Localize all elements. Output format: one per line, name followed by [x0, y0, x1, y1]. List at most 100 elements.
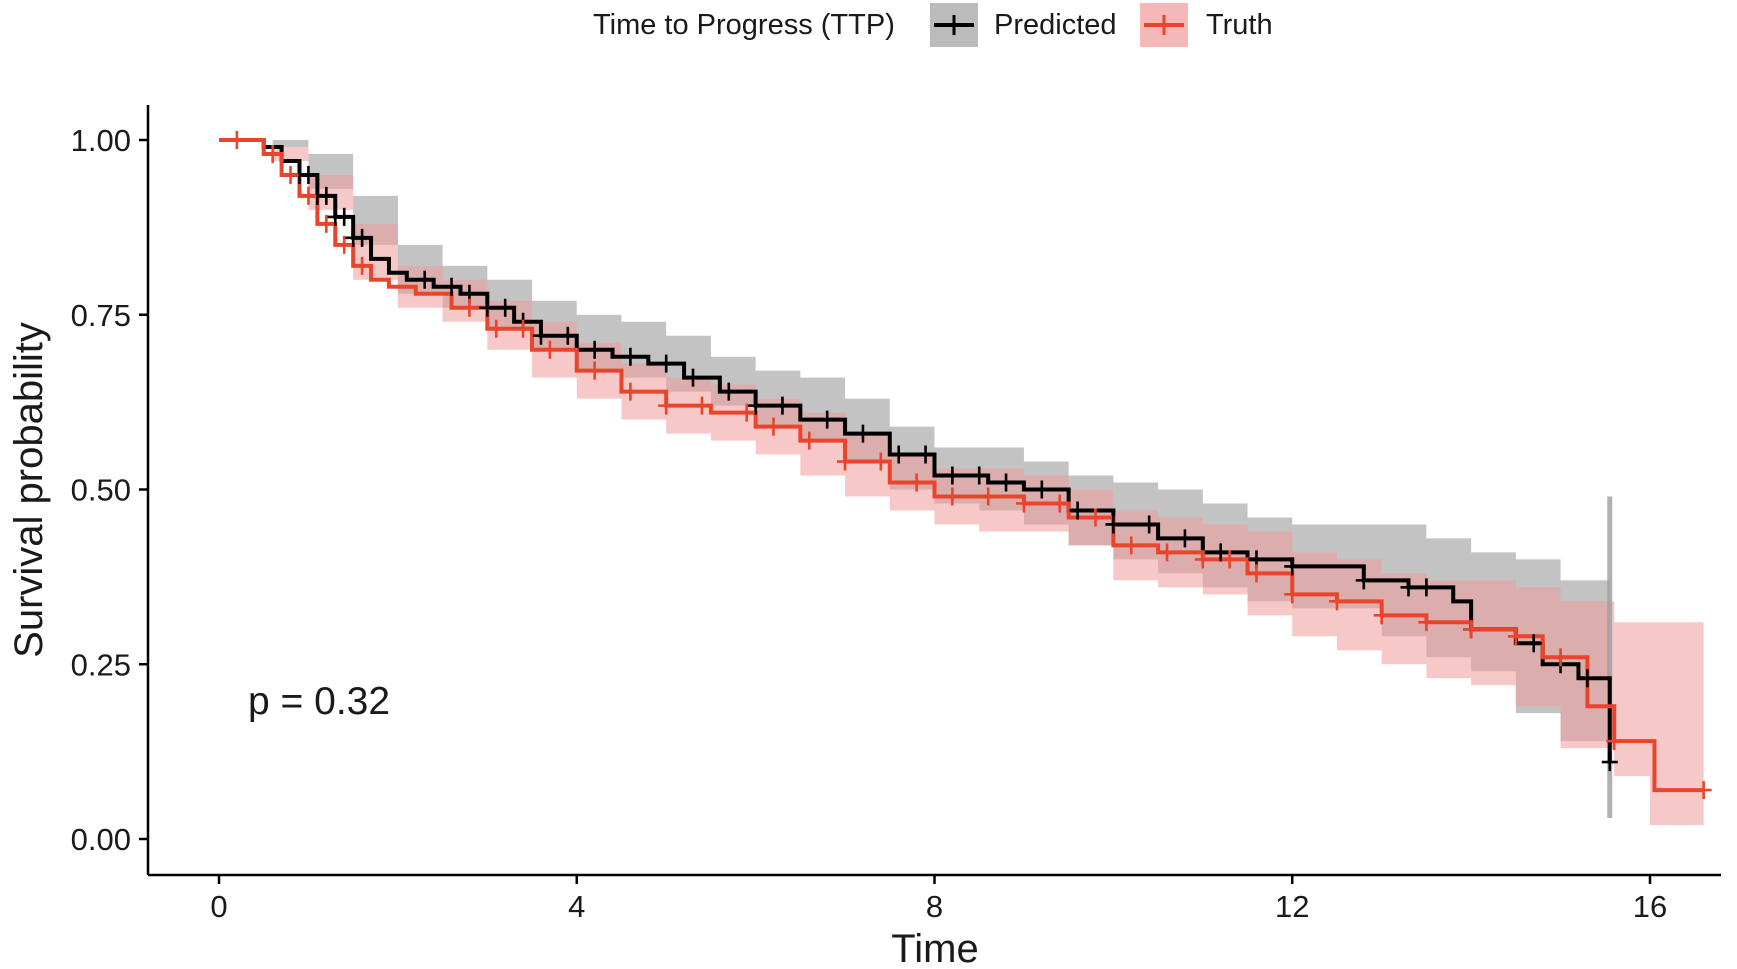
censor-mark-predicted — [854, 424, 871, 443]
censor-mark-truth — [515, 319, 532, 338]
censor-mark-truth — [1418, 613, 1435, 632]
censor-mark-predicted — [1418, 578, 1435, 597]
y-ticks: 0.00 0.25 0.50 0.75 1.00 — [71, 123, 148, 857]
censor-mark-truth — [1051, 494, 1068, 513]
censor-mark-truth — [1159, 543, 1176, 562]
x-tick-label: 4 — [568, 889, 585, 924]
censor-mark-truth — [1507, 627, 1524, 646]
censor-mark-truth — [1552, 648, 1569, 667]
censor-mark-predicted — [1033, 480, 1050, 499]
censor-mark-predicted — [971, 466, 988, 485]
censor-mark-truth — [1248, 564, 1265, 583]
censor-mark-truth — [264, 144, 281, 163]
censor-mark-predicted — [1105, 515, 1122, 534]
censor-mark-predicted — [336, 207, 353, 226]
censor-mark-truth — [738, 403, 755, 422]
x-ticks: 0 4 8 12 16 — [210, 875, 1667, 924]
censor-mark-truth — [488, 319, 505, 338]
legend-title: Time to Progress (TTP) — [593, 9, 895, 41]
confidence-bands — [219, 140, 1704, 826]
censor-mark-predicted — [622, 347, 639, 366]
censor-mark-truth — [461, 298, 478, 317]
censor-mark-predicted — [998, 473, 1015, 492]
censor-mark-truth — [908, 473, 925, 492]
censor-mark-truth — [541, 340, 558, 359]
censor-mark-truth — [1463, 620, 1480, 639]
censor-mark-predicted — [747, 396, 764, 415]
y-tick-label: 1.00 — [71, 123, 131, 158]
y-tick-label: 0.50 — [71, 473, 131, 508]
censor-mark-predicted — [1525, 634, 1542, 653]
censor-mark-truth — [658, 396, 675, 415]
censor-mark-predicted — [944, 466, 961, 485]
censor-mark-truth — [944, 487, 961, 506]
censor-mark-predicted — [354, 228, 371, 247]
censor-mark-truth — [1015, 494, 1032, 513]
censor-mark-predicted — [1400, 578, 1417, 597]
censor-mark-truth — [1328, 592, 1345, 611]
x-tick-label: 16 — [1633, 889, 1667, 924]
censor-mark-predicted — [1069, 501, 1086, 520]
censor-mark-truth — [765, 417, 782, 436]
confidence-band-truth — [219, 140, 1704, 826]
y-tick-label: 0.75 — [71, 298, 131, 333]
censor-mark-truth — [282, 165, 299, 184]
x-axis-label: Time — [891, 927, 978, 969]
x-tick-label: 12 — [1275, 889, 1309, 924]
censor-mark-predicted — [1355, 571, 1372, 590]
censor-mark-predicted — [774, 396, 791, 415]
p-value-annotation: p = 0.32 — [248, 680, 390, 723]
censor-mark-predicted — [559, 326, 576, 345]
censor-mark-truth — [872, 452, 889, 471]
y-tick-label: 0.00 — [71, 822, 131, 857]
censor-mark-truth — [837, 452, 854, 471]
censor-mark-predicted — [443, 277, 460, 296]
censor-mark-predicted — [497, 298, 514, 317]
censor-mark-truth — [586, 361, 603, 380]
censor-mark-predicted — [1579, 669, 1596, 688]
censor-mark-predicted — [300, 165, 317, 184]
censor-mark-predicted — [318, 186, 335, 205]
censor-mark-predicted — [1284, 557, 1301, 576]
censor-mark-predicted — [685, 368, 702, 387]
censor-mark-predicted — [586, 340, 603, 359]
censor-mark-truth — [1087, 508, 1104, 527]
censor-mark-predicted — [1212, 543, 1229, 562]
censor-mark-predicted — [1176, 529, 1193, 548]
censor-mark-predicted — [658, 354, 675, 373]
censor-mark-truth — [300, 186, 317, 205]
censor-mark-truth — [318, 214, 335, 233]
censor-mark-truth — [801, 431, 818, 450]
censor-mark-truth — [980, 487, 997, 506]
censor-mark-truth — [693, 396, 710, 415]
censor-mark-truth — [354, 256, 371, 275]
censor-mark-predicted — [1141, 515, 1158, 534]
censor-mark-predicted — [1601, 753, 1618, 772]
legend-label-truth: Truth — [1206, 9, 1273, 41]
y-axis-label: Survival probability — [7, 322, 51, 658]
censor-mark-predicted — [479, 298, 496, 317]
x-tick-label: 8 — [926, 889, 943, 924]
legend-label-predicted: Predicted — [994, 9, 1117, 41]
y-tick-label: 0.25 — [71, 647, 131, 682]
censor-mark-truth — [1123, 536, 1140, 555]
censor-mark-truth — [1373, 606, 1390, 625]
censor-mark-predicted — [532, 326, 549, 345]
censor-mark-truth — [336, 235, 353, 254]
legend: Time to Progress (TTP) Predicted Truth — [593, 3, 1273, 47]
censor-mark-truth — [228, 131, 245, 149]
censor-mark-predicted — [819, 410, 836, 429]
censor-mark-truth — [1606, 732, 1623, 751]
censor-mark-predicted — [917, 445, 934, 464]
censor-mark-predicted — [416, 270, 433, 289]
censor-mark-truth — [622, 382, 639, 401]
censor-mark-predicted — [890, 445, 907, 464]
censor-marks — [228, 131, 1712, 800]
censor-mark-truth — [1221, 550, 1238, 569]
censor-mark-predicted — [720, 382, 737, 401]
censor-mark-truth — [1695, 781, 1712, 800]
censor-mark-truth — [1284, 585, 1301, 604]
x-tick-label: 0 — [210, 889, 227, 924]
censor-mark-truth — [1194, 550, 1211, 569]
